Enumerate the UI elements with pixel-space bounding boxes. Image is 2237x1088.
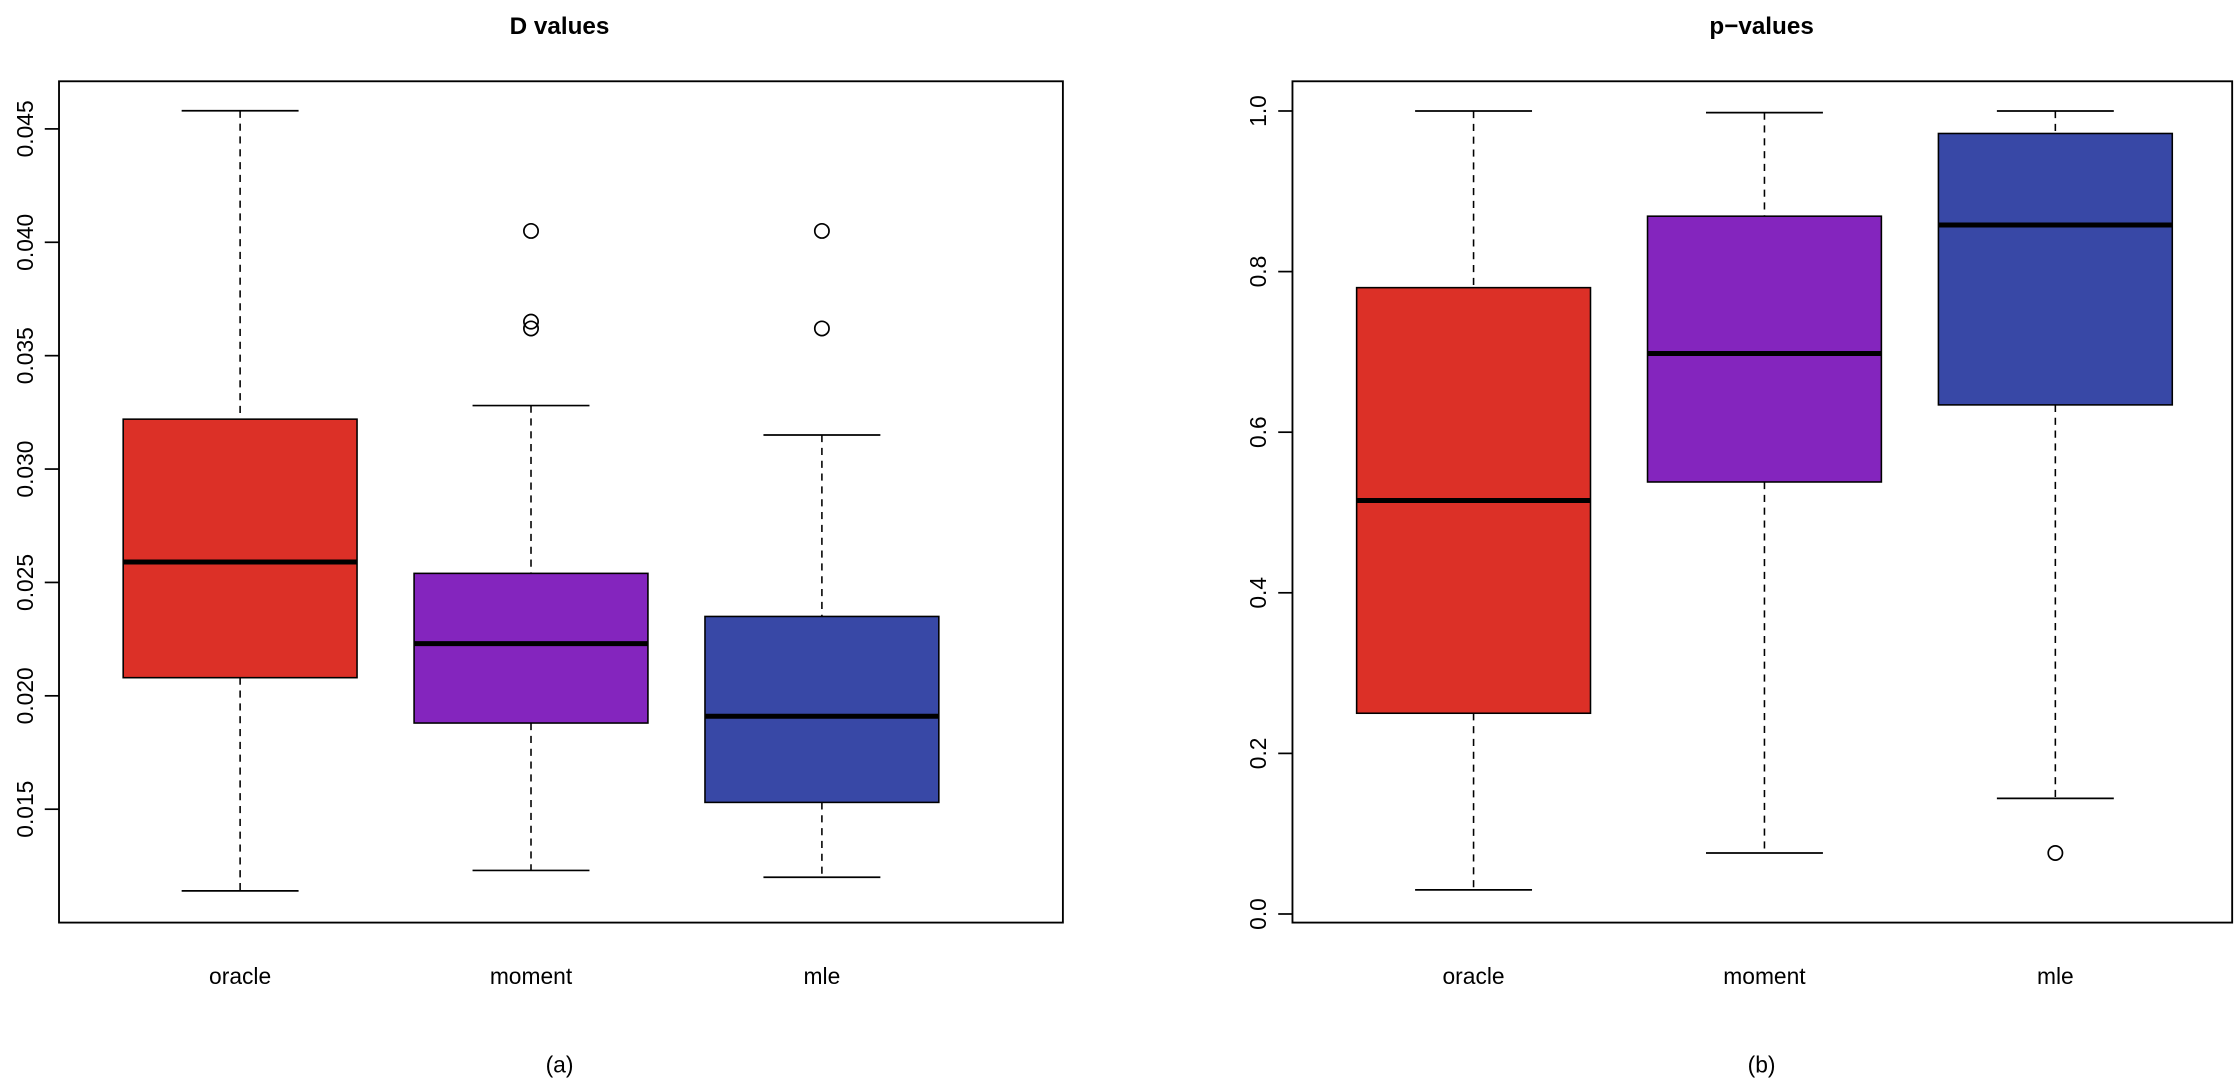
x-category-label: oracle [209,963,271,989]
panel-caption: (b) [1748,1051,1776,1077]
panel-p-values: p−values (b) 0.0 0.2 0.4 0.6 0.8 1.0 oracle mom… [1245,13,2234,1077]
box-mle [1937,110,2174,861]
x-category-label: oracle [1443,963,1505,989]
outlier-point [523,313,539,330]
y-tick-label: 0.2 [1245,738,1271,770]
outlier-point [523,320,539,337]
y-tick-label: 0.6 [1245,416,1271,448]
iqr-box [1646,215,1883,483]
box-oracle [122,109,358,892]
y-tick-label: 0.040 [12,214,38,271]
iqr-box [704,615,940,804]
plot-frame [1291,80,2234,924]
y-tick-label: 0.020 [12,667,38,724]
box-oracle [1355,110,1592,891]
y-tick-label: 0.045 [12,100,38,157]
y-tick-label: 0.015 [12,781,38,838]
outlier-point [813,222,830,239]
y-tick-label: 0.4 [1245,577,1271,609]
x-category-label: mle [2037,963,2074,989]
box-mle [704,222,940,879]
chart-title: p−values [1709,13,1813,40]
y-tick-label: 1.0 [1245,95,1271,127]
outlier-point [2047,844,2064,861]
box-moment [1646,111,1883,854]
iqr-box [1937,132,2174,406]
x-category-label: moment [490,963,573,989]
y-tick-label: 0.8 [1245,256,1271,288]
y-tick-label: 0.0 [1245,898,1271,930]
iqr-box [413,572,649,724]
panel-d-values: D values (a) 0.015 0.020 0.025 0.030 0.035 0.… [12,13,1064,1077]
box-moment [413,222,649,872]
x-category-label: moment [1723,963,1806,989]
panel-caption: (a) [546,1051,574,1077]
plot-frame [58,80,1064,924]
x-category-label: mle [804,963,841,989]
outlier-point [813,320,830,337]
y-tick-label: 0.025 [12,554,38,611]
y-tick-label: 0.030 [12,441,38,498]
iqr-box [122,418,358,679]
y-tick-label: 0.035 [12,327,38,384]
chart-title: D values [510,13,610,40]
outlier-point [523,222,539,239]
